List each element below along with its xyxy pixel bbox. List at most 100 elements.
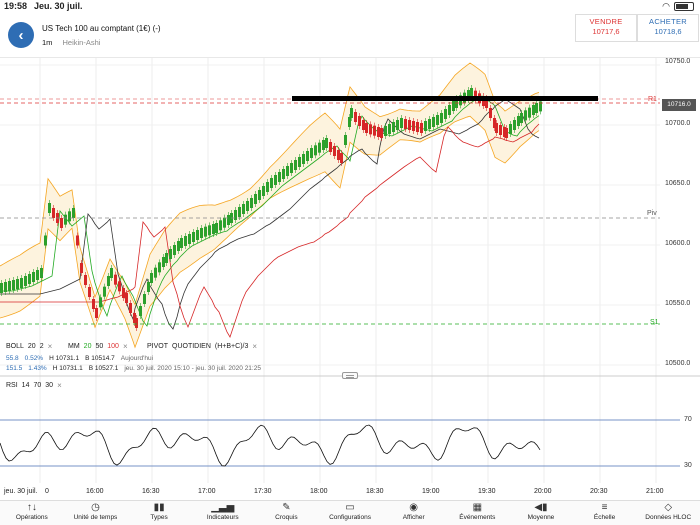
candle-body <box>60 218 63 228</box>
candle-body <box>24 276 27 286</box>
instrument-title[interactable]: US Tech 100 au comptant (1€) (-) <box>42 24 161 33</box>
toolbar-label: Types <box>150 514 168 521</box>
candle-body <box>135 318 138 328</box>
price-chart-canvas[interactable] <box>0 58 700 500</box>
x-tick-label: 19:30 <box>478 488 496 495</box>
toolbar-ohlc[interactable]: ◇ Données HLOC <box>636 501 700 525</box>
candle-body <box>12 280 15 290</box>
candle-body <box>32 272 35 282</box>
close-icon[interactable]: × <box>47 342 53 351</box>
toolbar-events[interactable]: ▦ Événements <box>445 501 509 525</box>
pencil-icon: ✎ <box>282 502 291 513</box>
candle-body <box>212 224 215 234</box>
back-button[interactable]: ‹ <box>8 22 34 48</box>
rsi-tick-label: 30 <box>684 462 692 469</box>
timeframe-label[interactable]: 1m <box>42 38 53 47</box>
candle-body <box>396 120 399 130</box>
clock-icon: ◷ <box>91 502 100 513</box>
candle-body <box>223 217 226 228</box>
candle-body <box>513 120 516 130</box>
drawn-horizontal-line <box>292 96 598 101</box>
close-icon[interactable]: × <box>57 381 62 390</box>
pivot-label: Piv <box>647 210 657 217</box>
candle-body <box>535 103 538 113</box>
candle-body <box>489 108 492 118</box>
sell-button[interactable]: VENDRE 10717,6 <box>575 14 637 42</box>
candle-body <box>258 190 261 200</box>
candle-body <box>348 117 351 127</box>
sell-price: 10717,6 <box>592 27 620 36</box>
x-tick-label: 17:00 <box>198 488 216 495</box>
candle-body <box>80 263 83 273</box>
toolbar-label: Échelle <box>593 514 616 521</box>
candle-body <box>314 145 317 156</box>
close-icon[interactable]: × <box>122 342 128 351</box>
candle-body <box>196 230 199 240</box>
pivot-period: QUOTIDIEN <box>172 343 211 350</box>
candle-body <box>118 281 121 292</box>
candle-body <box>154 267 157 278</box>
bar-chart-icon: ▁▃▅ <box>211 502 235 513</box>
rsi-line <box>0 424 541 467</box>
candle-body <box>99 297 102 308</box>
toolbar-configurations[interactable]: ▭ Configurations <box>318 501 382 525</box>
stat-low: B 10527.1 <box>88 365 119 372</box>
close-icon[interactable]: × <box>252 342 258 351</box>
toolbar-sketches[interactable]: ✎ Croquis <box>255 501 319 525</box>
layout-icon: ▭ <box>345 502 355 513</box>
x-tick-label: 16:00 <box>86 488 104 495</box>
toolbar-display[interactable]: ◉ Afficher <box>382 501 446 525</box>
status-bar: 19:58 Jeu. 30 juil. ◠ <box>0 0 700 14</box>
y-tick-label: 10500.0 <box>665 360 691 367</box>
candle-body <box>107 276 110 286</box>
candle-body <box>344 135 347 145</box>
toolbar-scale[interactable]: ≡ Échelle <box>573 501 637 525</box>
pane-resize-handle[interactable] <box>342 372 358 379</box>
toolbar-label: Configurations <box>329 514 371 521</box>
pivot-name: PIVOT <box>147 343 169 350</box>
toolbar-timeunit[interactable]: ◷ Unité de temps <box>64 501 128 525</box>
candle-body <box>227 215 230 225</box>
stat-high: H 10731.1 <box>49 355 80 362</box>
candle-body <box>68 211 71 222</box>
mm-indicator[interactable]: MM 20 50 100 × <box>68 342 128 351</box>
candle-body <box>452 101 455 111</box>
candle-body <box>298 157 301 167</box>
candle-body <box>404 119 407 129</box>
candle-body <box>129 303 132 313</box>
current-price-tag: 10716.0 <box>662 99 696 111</box>
toolbar-types[interactable]: ▮▮ Types <box>127 501 191 525</box>
rsi-indicator[interactable]: RSI 14 70 30 × <box>6 381 62 390</box>
pivot-indicator[interactable]: PIVOT QUOTIDIEN (H+B+C)/3 × <box>147 342 257 351</box>
y-tick-label: 10650.0 <box>665 180 691 187</box>
x-tick-label: 18:30 <box>366 488 384 495</box>
x-tick-label: 20:30 <box>590 488 608 495</box>
toolbar-average[interactable]: ◀▮ Moyenne <box>509 501 573 525</box>
candle-body <box>290 163 293 173</box>
candle-body <box>114 274 117 285</box>
toolbar-indicators[interactable]: ▁▃▅ Indicateurs <box>191 501 255 525</box>
buy-button[interactable]: ACHETER 10718,6 <box>637 14 699 42</box>
eye-icon: ◉ <box>409 502 419 513</box>
candle-body <box>150 273 153 283</box>
x-tick-label: 21:00 <box>646 488 664 495</box>
candle-body <box>165 253 168 263</box>
buy-label: ACHETER <box>649 17 687 26</box>
candle-body <box>408 120 411 130</box>
rsi-pane <box>0 419 680 467</box>
toolbar-operations[interactable]: ↑↓ Opérations <box>0 501 64 525</box>
rsi-tick-label: 70 <box>684 416 692 423</box>
boll-indicator[interactable]: BOLL 20 2 × <box>6 342 52 351</box>
battery-icon <box>674 2 694 11</box>
x-tick-label: 20:00 <box>534 488 552 495</box>
candle-body <box>412 121 415 131</box>
chart-area[interactable]: 10750.0 10700.0 10650.0 10600.0 10550.0 … <box>0 58 700 500</box>
stat-pct: 0.52% <box>24 355 44 362</box>
boll-param: 20 <box>27 343 36 350</box>
toolbar-label: Afficher <box>402 514 425 521</box>
toolbar-label: Opérations <box>15 514 48 521</box>
x-tick-label: 0 <box>45 488 49 495</box>
mm-name: MM <box>68 343 80 350</box>
candle-body <box>474 90 477 101</box>
